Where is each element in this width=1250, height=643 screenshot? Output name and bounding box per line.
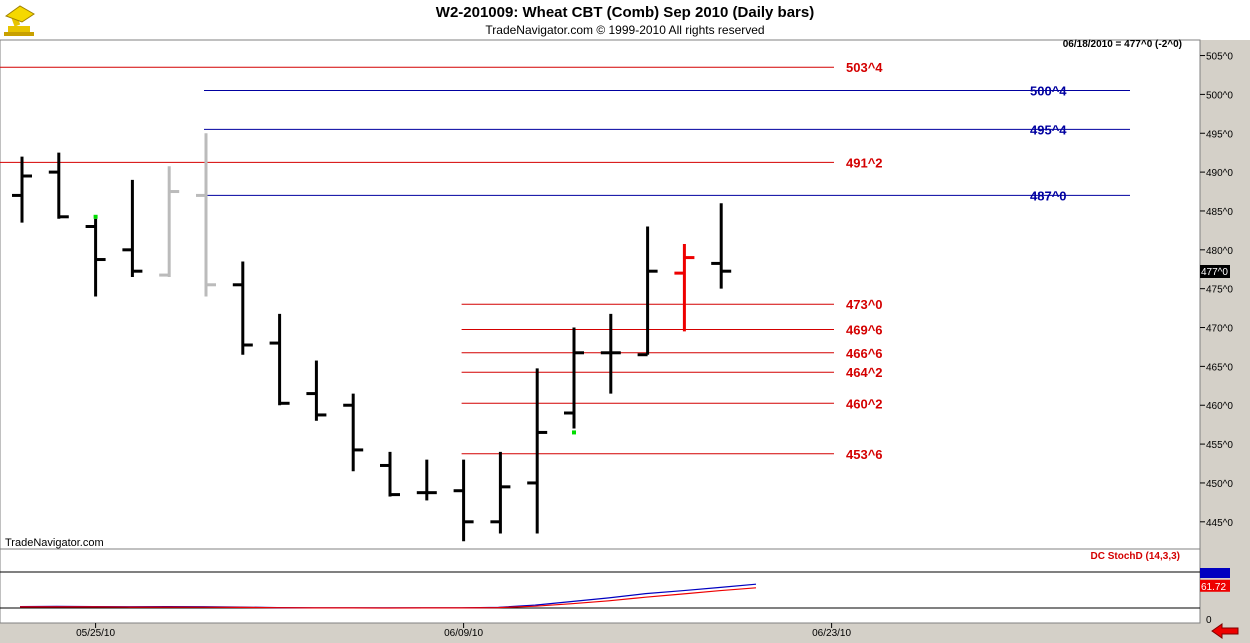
ytick-label-5: 470^0	[1206, 324, 1233, 335]
ytick-label-12: 505^0	[1206, 52, 1233, 63]
level-label-8: 464^2	[846, 365, 883, 380]
stoch-value-tag-0	[1200, 579, 1230, 592]
ytick-label-11: 500^0	[1206, 90, 1233, 101]
last-price-tag	[1200, 265, 1230, 278]
price-bar-18	[674, 243, 695, 332]
level-label-5: 473^0	[846, 297, 883, 312]
level-label-1: 500^4	[1030, 84, 1067, 99]
price-bar-0	[12, 156, 32, 223]
price-bar-11	[416, 459, 437, 501]
price-bar-19	[711, 203, 732, 289]
price-bar-8	[306, 360, 327, 421]
price-bar-6	[232, 261, 253, 355]
price-bar-14	[527, 368, 548, 534]
last-price-tag-label: 477^0	[1201, 267, 1228, 278]
level-label-3: 491^2	[846, 155, 883, 170]
level-label-0: 503^4	[846, 60, 883, 75]
indicator-panel	[0, 549, 1200, 623]
green-marker-1	[572, 430, 576, 435]
stoch-series-1	[20, 587, 757, 609]
ytick-label-4: 465^0	[1206, 362, 1233, 373]
price-bar-15	[564, 327, 584, 429]
copyright-subtitle: TradeNavigator.com © 1999-2010 All right…	[485, 23, 765, 37]
level-label-6: 469^6	[846, 322, 883, 337]
price-bar-10	[380, 451, 400, 497]
ytick-label-3: 460^0	[1206, 401, 1233, 412]
scroll-left-arrow-icon[interactable]	[1210, 622, 1240, 640]
level-label-7: 466^6	[846, 346, 883, 361]
green-marker-0	[93, 214, 98, 219]
price-readout: 06/18/2010 = 477^0 (-2^0)	[1063, 39, 1182, 50]
level-label-9: 460^2	[846, 396, 883, 411]
ytick-label-7: 480^0	[1206, 246, 1233, 257]
ytick-label-8: 485^0	[1206, 207, 1233, 218]
level-label-2: 495^4	[1030, 122, 1067, 137]
price-panel	[0, 40, 1200, 549]
xtick-label-2: 06/23/10	[812, 628, 851, 639]
price-bar-3	[122, 179, 143, 278]
ytick-label-9: 490^0	[1206, 168, 1233, 179]
price-bar-7	[269, 313, 290, 406]
chart-header: W2-201009: Wheat CBT (Comb) Sep 2010 (Da…	[0, 0, 1250, 40]
level-label-10: 453^6	[846, 447, 883, 462]
price-bar-4	[159, 166, 180, 278]
watermark-text: TradeNavigator.com	[5, 537, 104, 549]
price-bar-16	[600, 313, 621, 394]
ytick-label-6: 475^0	[1206, 285, 1233, 296]
ytick-label-0: 445^0	[1206, 518, 1233, 529]
price-bar-17	[637, 226, 658, 357]
stoch-ytick-0: 0	[1206, 615, 1212, 626]
stoch-blue-tag	[1200, 568, 1230, 578]
trade-navigator-logo-icon	[0, 2, 40, 38]
xtick-label-0: 05/25/10	[76, 628, 115, 639]
price-bar-13	[490, 451, 511, 534]
price-bar-5	[196, 133, 216, 297]
price-bar-9	[343, 393, 364, 472]
ytick-label-2: 455^0	[1206, 440, 1233, 451]
stoch-title: DC StochD (14,3,3)	[1091, 551, 1180, 562]
chart-title: W2-201009: Wheat CBT (Comb) Sep 2010 (Da…	[435, 4, 815, 21]
price-bar-1	[48, 152, 69, 219]
ytick-label-1: 450^0	[1206, 479, 1233, 490]
level-label-4: 487^0	[1030, 188, 1067, 203]
xtick-label-1: 06/09/10	[444, 628, 483, 639]
price-bar-2	[85, 218, 106, 297]
price-bar-12	[453, 459, 474, 542]
stoch-value-tag-label-0: 61.72	[1201, 582, 1226, 593]
ytick-label-10: 495^0	[1206, 129, 1233, 140]
